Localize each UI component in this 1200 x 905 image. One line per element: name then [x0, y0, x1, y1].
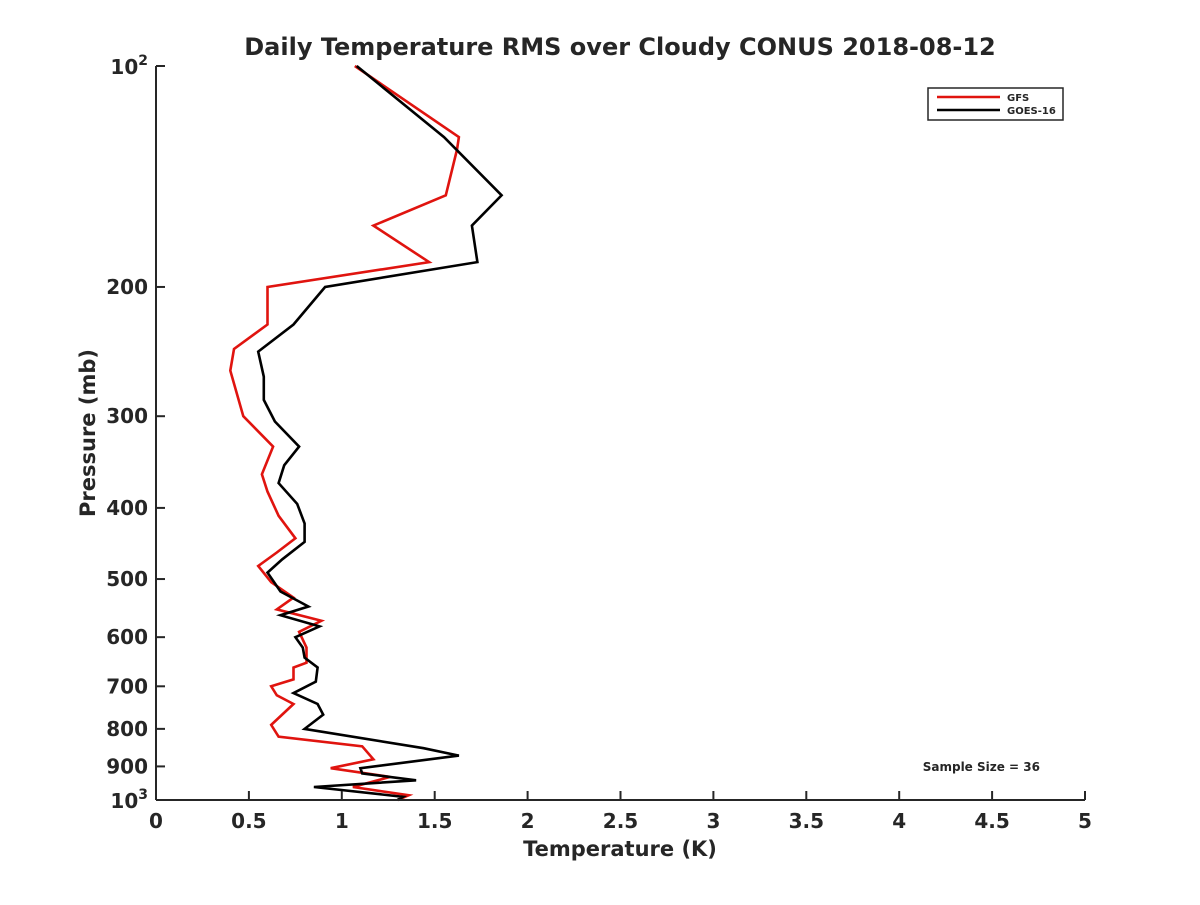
y-axis-label: Pressure (mb)	[76, 349, 100, 517]
x-tick-label: 4.5	[974, 809, 1009, 833]
legend-label: GOES-16	[1007, 106, 1056, 117]
y-tick-label: 900	[106, 754, 148, 778]
x-tick-label: 4	[892, 809, 906, 833]
y-tick-label: 700	[106, 674, 148, 698]
x-tick-label: 5	[1078, 809, 1092, 833]
x-axis-label: Temperature (K)	[523, 837, 717, 861]
plot-area	[228, 64, 504, 802]
legend-box	[927, 87, 1064, 121]
y-tick-label: 102	[110, 53, 148, 79]
y-axis: 102 200 300 400 500 600 700 800 900 103	[106, 53, 165, 813]
chart-title: Daily Temperature RMS over Cloudy CONUS …	[244, 33, 996, 61]
x-tick-label: 3	[706, 809, 720, 833]
legend: GFS GOES-16	[927, 87, 1064, 121]
x-tick-label: 0.5	[231, 809, 266, 833]
y-tick-label: 600	[106, 625, 148, 649]
x-tick-label: 1.5	[417, 809, 452, 833]
x-tick-label: 2.5	[603, 809, 638, 833]
y-tick-label: 200	[106, 275, 148, 299]
series-line-goes-16	[256, 64, 504, 802]
y-tick-label: 300	[106, 404, 148, 428]
x-tick-label: 0	[149, 809, 163, 833]
y-tick-label: 500	[106, 567, 148, 591]
x-tick-label: 2	[521, 809, 535, 833]
legend-label: GFS	[1007, 93, 1029, 104]
series-line-gfs	[228, 64, 461, 802]
sample-size-annotation: Sample Size = 36	[923, 760, 1040, 774]
y-tick-label: 400	[106, 496, 148, 520]
y-tick-label: 800	[106, 717, 148, 741]
y-tick-label: 103	[110, 787, 148, 813]
x-tick-label: 1	[335, 809, 349, 833]
x-axis: 0 0.5 1 1.5 2 2.5 3 3.5 4 4.5 5	[149, 791, 1092, 833]
x-tick-label: 3.5	[789, 809, 824, 833]
